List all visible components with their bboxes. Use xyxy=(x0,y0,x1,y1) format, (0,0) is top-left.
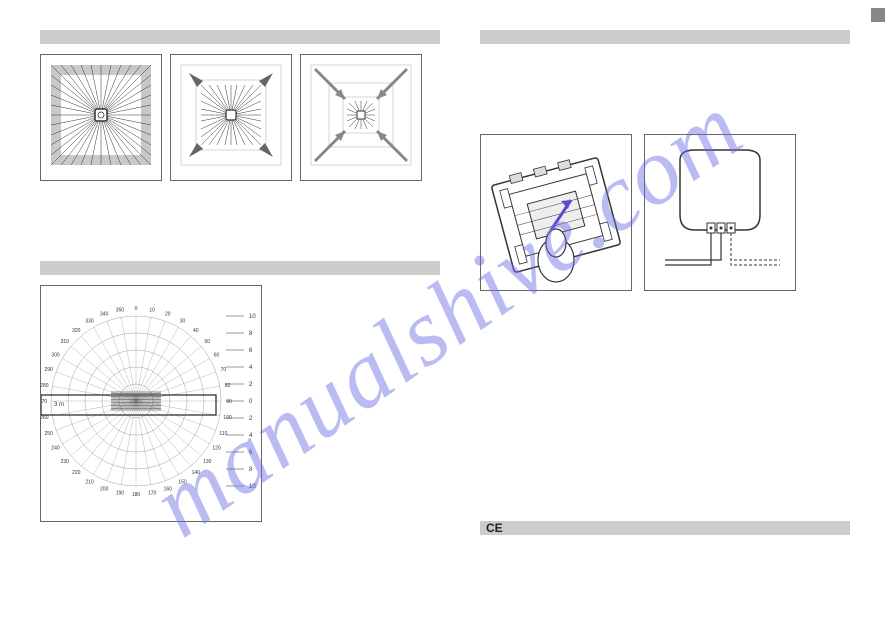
svg-text:220: 220 xyxy=(72,470,81,476)
svg-text:170: 170 xyxy=(148,491,157,497)
svg-text:10: 10 xyxy=(249,314,256,320)
svg-text:60: 60 xyxy=(214,353,220,359)
svg-text:3 m: 3 m xyxy=(54,402,64,408)
svg-text:30: 30 xyxy=(180,318,186,324)
svg-text:310: 310 xyxy=(61,339,70,345)
svg-text:260: 260 xyxy=(41,415,49,421)
svg-text:250: 250 xyxy=(44,431,53,437)
svg-text:120: 120 xyxy=(212,446,221,452)
install-diagrams-row xyxy=(480,134,850,291)
section-bar-polar xyxy=(40,261,440,275)
section-bar-install xyxy=(480,30,850,44)
svg-text:330: 330 xyxy=(85,318,94,324)
svg-text:50: 50 xyxy=(204,339,210,345)
svg-text:300: 300 xyxy=(51,353,60,359)
svg-text:280: 280 xyxy=(41,383,49,389)
svg-text:6: 6 xyxy=(249,348,253,354)
svg-text:70: 70 xyxy=(221,367,227,373)
svg-text:110: 110 xyxy=(219,431,227,437)
svg-text:190: 190 xyxy=(116,491,125,497)
right-column: CE xyxy=(480,30,850,535)
svg-text:90: 90 xyxy=(226,399,232,405)
svg-text:210: 210 xyxy=(85,480,94,486)
svg-text:140: 140 xyxy=(192,470,201,476)
svg-text:290: 290 xyxy=(44,367,53,373)
coverage-diagram-small xyxy=(300,54,422,181)
corner-marker xyxy=(871,8,885,22)
svg-text:4: 4 xyxy=(249,433,253,439)
svg-text:2: 2 xyxy=(249,382,253,388)
svg-text:340: 340 xyxy=(100,312,109,318)
left-column: 0102030405060708090100110120130140150160… xyxy=(40,30,440,522)
coverage-diagrams-row xyxy=(40,54,440,181)
svg-text:230: 230 xyxy=(61,459,70,465)
svg-text:180: 180 xyxy=(132,492,141,498)
page: 0102030405060708090100110120130140150160… xyxy=(0,0,893,629)
svg-text:6: 6 xyxy=(249,450,253,456)
svg-text:130: 130 xyxy=(203,459,212,465)
wiring-diagram xyxy=(644,134,796,291)
polar-diagram: 0102030405060708090100110120130140150160… xyxy=(40,285,262,522)
svg-text:0: 0 xyxy=(135,306,138,312)
ce-mark-text: CE xyxy=(486,521,503,535)
coverage-diagram-medium xyxy=(170,54,292,181)
svg-text:8: 8 xyxy=(249,331,253,337)
svg-text:320: 320 xyxy=(72,328,81,334)
svg-text:270: 270 xyxy=(41,399,47,405)
svg-text:160: 160 xyxy=(164,486,173,492)
svg-text:150: 150 xyxy=(178,480,187,486)
svg-text:8: 8 xyxy=(249,467,253,473)
svg-text:0: 0 xyxy=(249,399,253,405)
svg-text:10: 10 xyxy=(249,484,256,490)
svg-text:2: 2 xyxy=(249,416,253,422)
svg-text:10: 10 xyxy=(149,307,155,313)
install-bracket-diagram xyxy=(480,134,632,291)
section-bar-coverage xyxy=(40,30,440,44)
svg-text:200: 200 xyxy=(100,486,109,492)
svg-text:4: 4 xyxy=(249,365,253,371)
coverage-diagram-full xyxy=(40,54,162,181)
svg-text:240: 240 xyxy=(51,446,60,452)
svg-text:20: 20 xyxy=(165,312,171,318)
ce-mark-bar: CE xyxy=(480,521,850,535)
svg-text:40: 40 xyxy=(193,328,199,334)
svg-text:350: 350 xyxy=(116,307,125,313)
